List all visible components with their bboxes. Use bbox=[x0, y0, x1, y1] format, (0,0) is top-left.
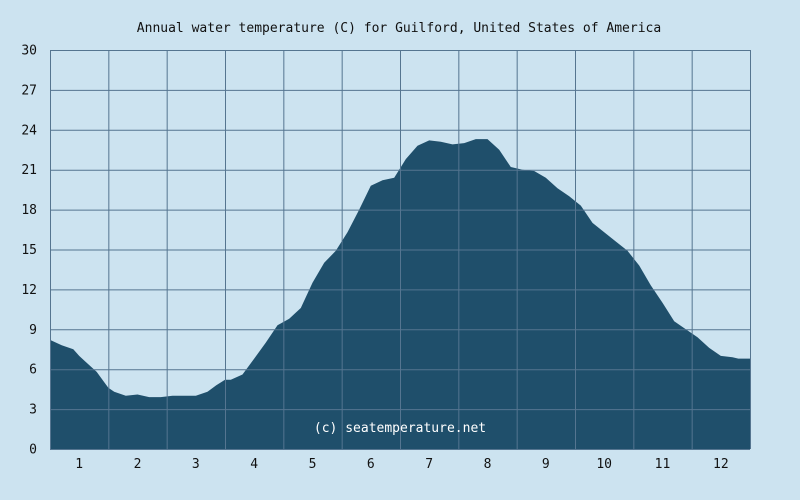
x-tick-label: 12 bbox=[713, 457, 729, 472]
x-axis-ticks: 1 2 3 4 5 6 7 8 9 10 11 12 bbox=[75, 457, 728, 472]
y-tick-label: 12 bbox=[21, 283, 37, 298]
x-tick-label: 11 bbox=[655, 457, 671, 472]
y-tick-label: 30 bbox=[21, 44, 37, 59]
x-tick-label: 8 bbox=[484, 457, 492, 472]
y-axis-ticks: 0 3 6 9 12 15 18 21 24 27 30 bbox=[21, 44, 37, 458]
gridlines bbox=[50, 50, 751, 450]
y-tick-label: 3 bbox=[29, 403, 37, 418]
y-tick-label: 21 bbox=[21, 163, 37, 178]
x-tick-label: 9 bbox=[542, 457, 550, 472]
watermark-text: (c) seatemperature.net bbox=[314, 421, 486, 436]
x-tick-label: 6 bbox=[367, 457, 375, 472]
y-tick-label: 6 bbox=[29, 363, 37, 378]
y-tick-label: 15 bbox=[21, 243, 37, 258]
x-tick-label: 5 bbox=[309, 457, 317, 472]
x-tick-label: 4 bbox=[250, 457, 258, 472]
x-tick-label: 10 bbox=[596, 457, 612, 472]
x-tick-label: 3 bbox=[192, 457, 200, 472]
y-tick-label: 24 bbox=[21, 123, 37, 138]
x-tick-label: 1 bbox=[75, 457, 83, 472]
y-tick-label: 18 bbox=[21, 203, 37, 218]
x-tick-label: 7 bbox=[425, 457, 433, 472]
chart-title: Annual water temperature (C) for Guilfor… bbox=[137, 21, 661, 36]
y-tick-label: 27 bbox=[21, 83, 37, 98]
y-tick-label: 0 bbox=[29, 443, 37, 458]
x-tick-label: 2 bbox=[134, 457, 142, 472]
y-tick-label: 9 bbox=[29, 323, 37, 338]
